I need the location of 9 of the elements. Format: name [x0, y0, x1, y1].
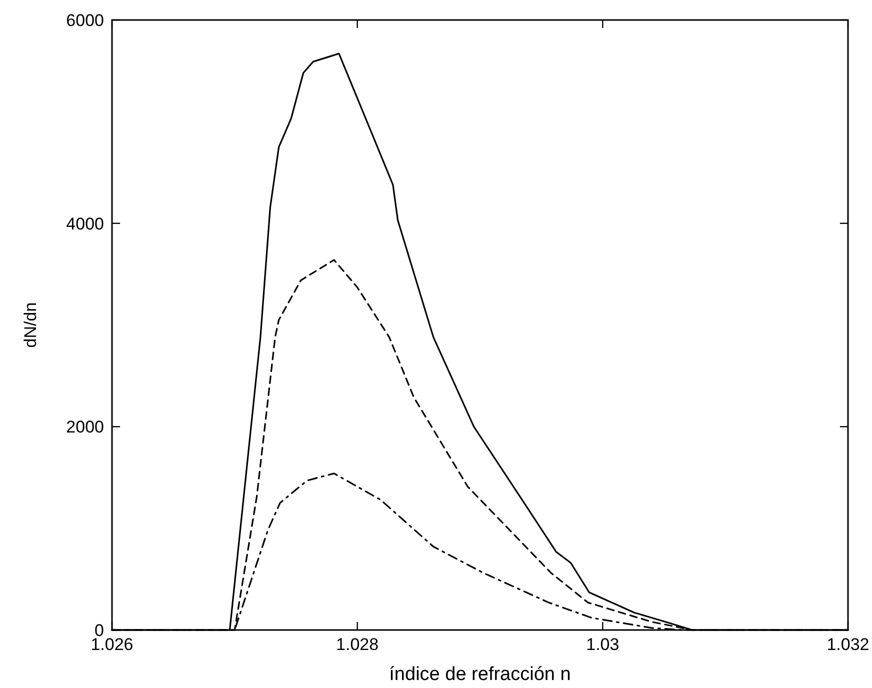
x-tick-label: 1.03 — [586, 635, 620, 654]
y-tick-label: 2000 — [66, 418, 104, 437]
x-tick-label: 1.028 — [336, 635, 379, 654]
y-tick-label: 6000 — [66, 10, 104, 30]
y-axis-title: dN/dn — [21, 302, 40, 348]
y-tick-label: 4000 — [66, 214, 104, 234]
x-tick-label: 1.032 — [826, 635, 870, 654]
x-tick-label: 1.026 — [90, 635, 134, 654]
x-axis-title: índice de refracción n — [389, 664, 571, 685]
